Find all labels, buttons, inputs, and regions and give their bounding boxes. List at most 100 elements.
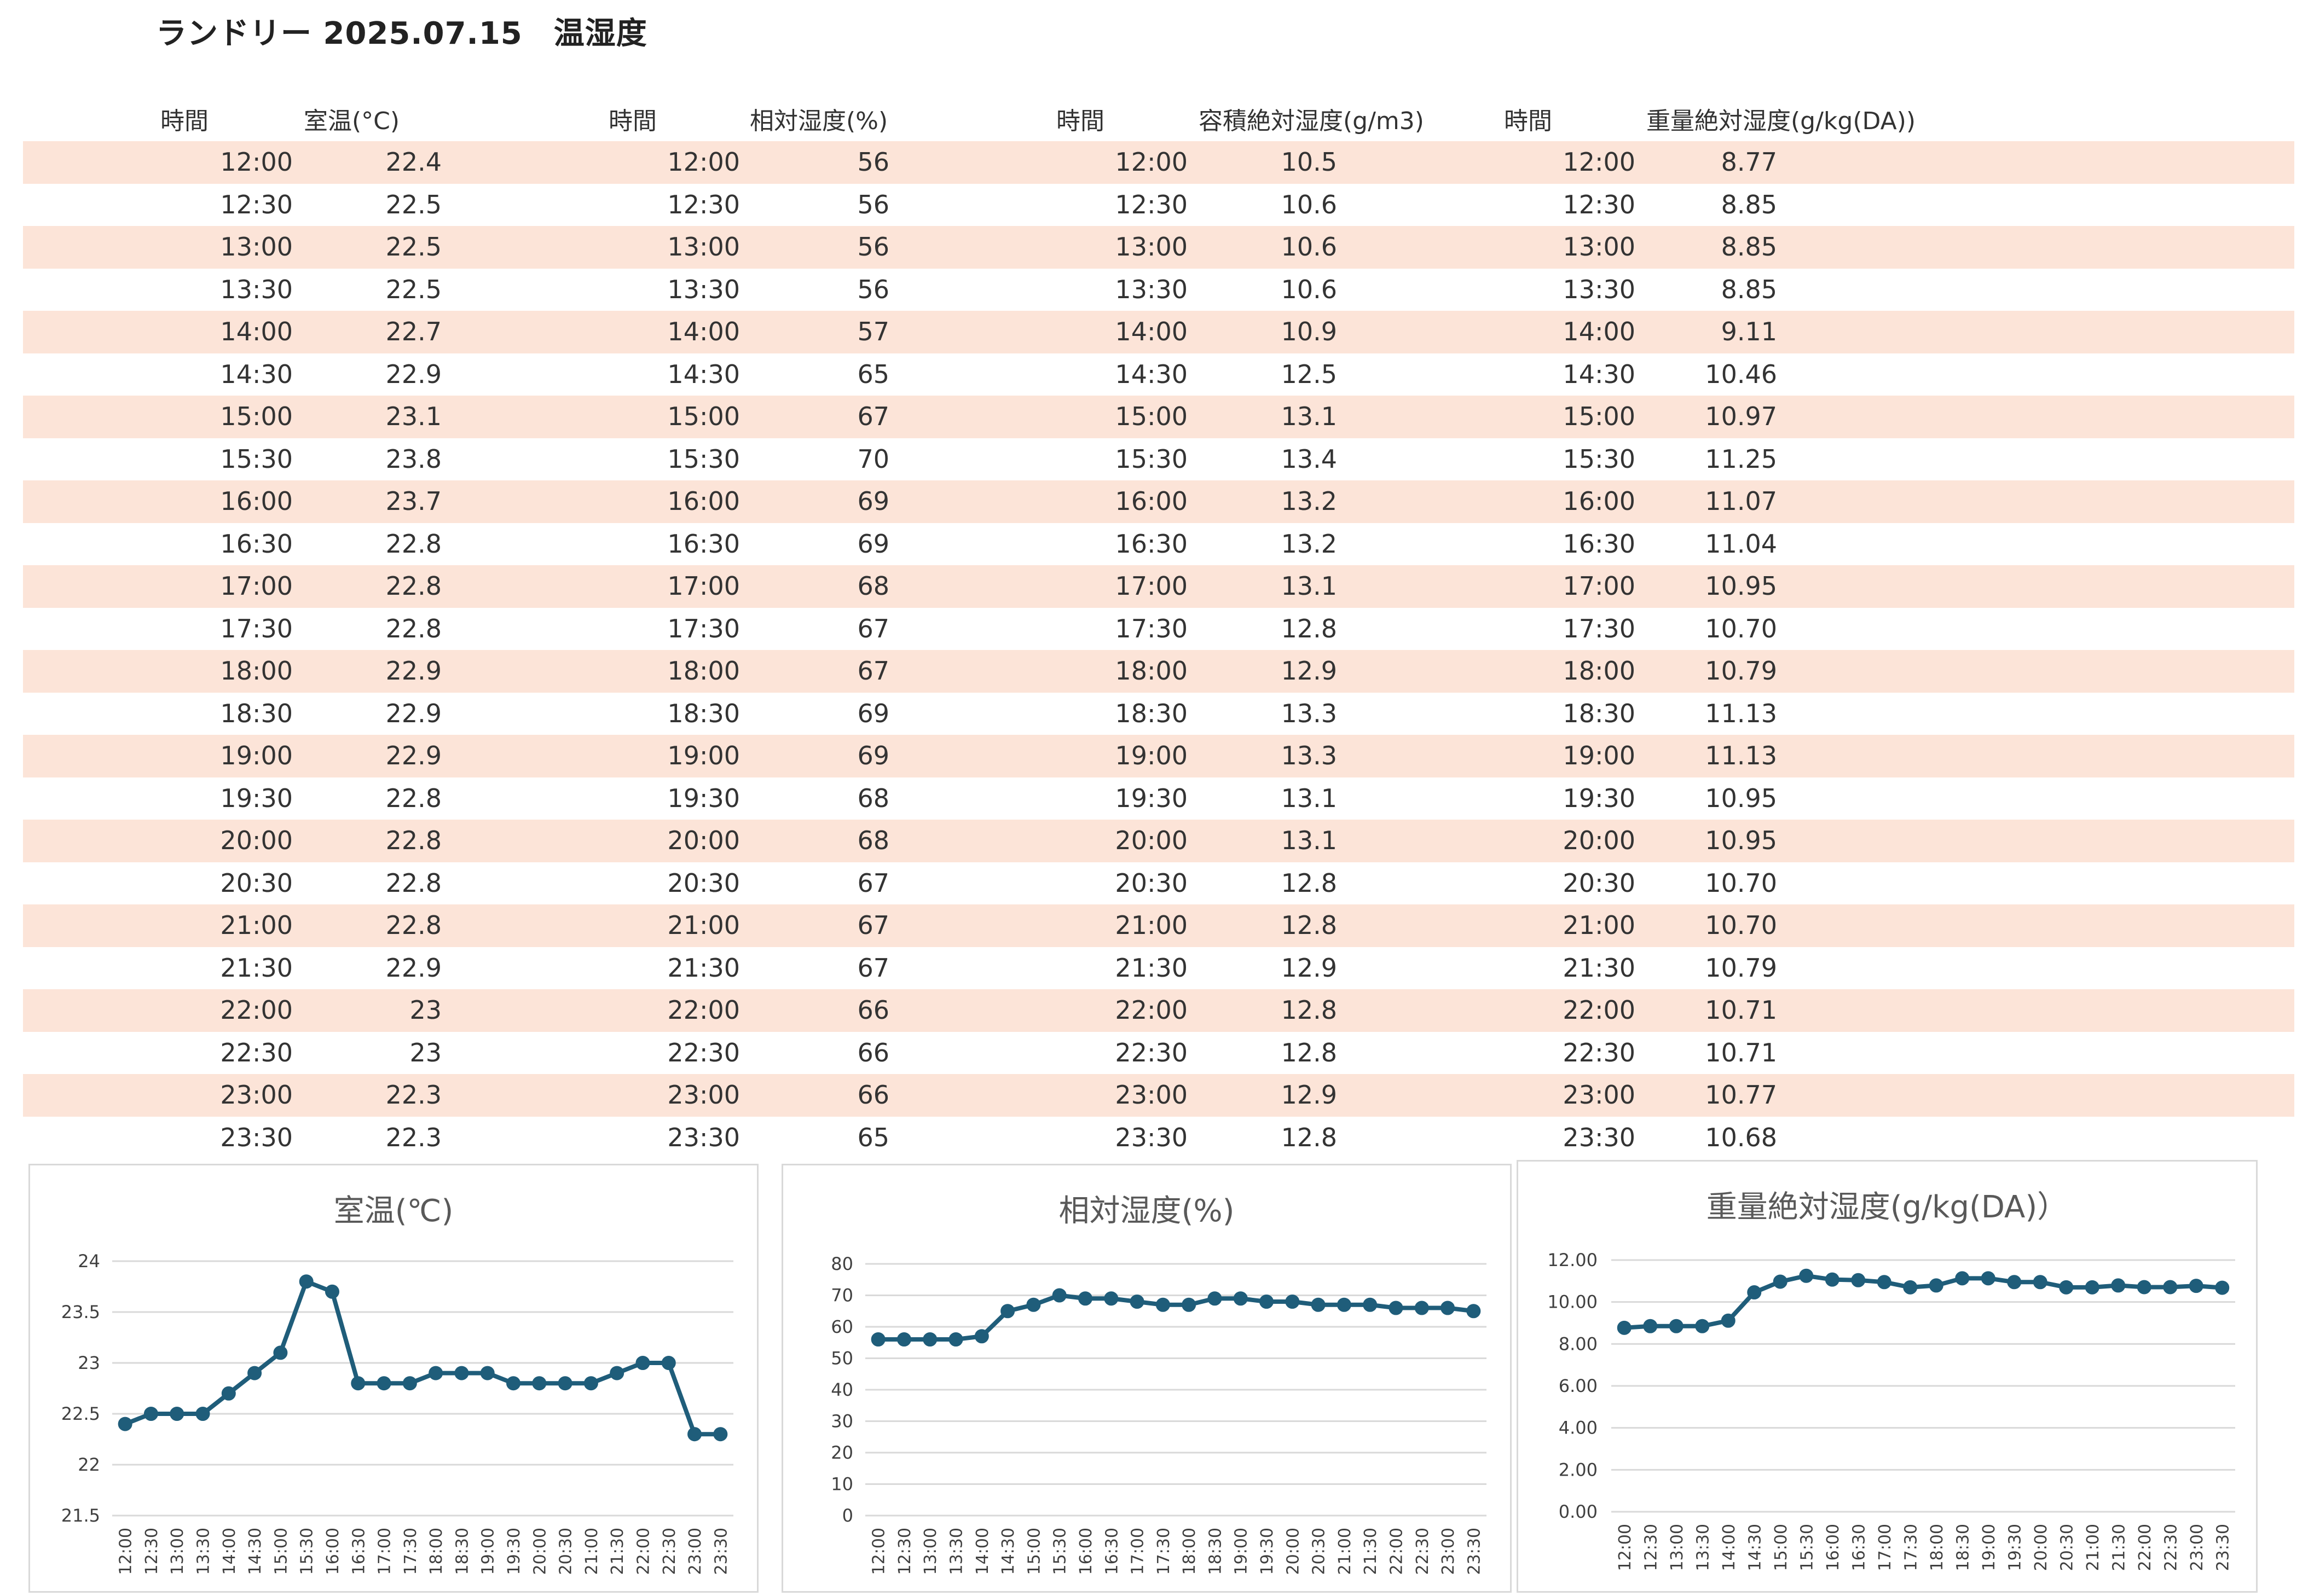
x-tick-label: 14:00 [220,1528,239,1575]
data-point [1851,1273,1866,1287]
table-row: 15:00 23.1 15:00 67 15:00 13.1 15:00 10.97 [23,396,2294,438]
cell-relative-humidity: 70 [857,444,889,474]
data-point [1825,1272,1839,1287]
cell-relative-humidity: 56 [857,274,889,304]
x-tick-label: 19:30 [505,1528,524,1575]
data-point [1441,1301,1455,1315]
x-tick-label: 21:00 [1335,1528,1355,1575]
data-point [1363,1297,1378,1312]
cell-volumetric-humidity: 12.5 [1281,359,1337,389]
cell-time: 14:00 [1115,317,1188,346]
cell-volumetric-humidity: 13.3 [1281,741,1337,770]
table-row: 20:30 22.8 20:30 67 20:30 12.8 20:30 10.70 [23,862,2294,905]
cell-volumetric-humidity: 13.2 [1281,529,1337,559]
cell-time: 12:30 [1563,189,1635,219]
cell-temperature: 22.7 [385,317,442,346]
data-point [351,1376,366,1391]
cell-temperature: 22.8 [385,868,442,898]
table-row: 19:00 22.9 19:00 69 19:00 13.3 19:00 11.13 [23,735,2294,777]
x-tick-label: 16:00 [1077,1528,1096,1575]
x-tick-label: 13:30 [1693,1524,1713,1571]
y-tick-label: 50 [831,1348,853,1369]
cell-relative-humidity: 66 [857,1080,889,1110]
cell-time: 20:30 [1563,868,1635,898]
cell-time: 21:00 [667,910,740,940]
y-tick-label: 10 [831,1474,853,1495]
data-point [1903,1280,1918,1295]
table-row: 22:00 23 22:00 66 22:00 12.8 22:00 10.71 [23,989,2294,1032]
cell-volumetric-humidity: 12.8 [1281,1122,1337,1152]
cell-temperature: 23.7 [385,486,442,516]
x-tick-label: 22:00 [634,1528,653,1575]
data-point [583,1376,598,1391]
y-tick-label: 20 [831,1442,853,1463]
data-point [1466,1304,1481,1319]
cell-time: 22:30 [220,1037,293,1067]
data-point [2215,1280,2230,1295]
cell-time: 13:30 [1563,274,1635,304]
cell-time: 17:30 [1115,613,1188,643]
cell-time: 20:00 [667,826,740,855]
data-point [871,1332,886,1347]
cell-time: 13:00 [1563,232,1635,262]
cell-temperature: 23.8 [385,444,442,474]
y-tick-label: 0 [842,1505,853,1526]
cell-time: 16:30 [220,529,293,559]
cell-temperature: 23 [409,995,442,1025]
cell-relative-humidity: 66 [857,995,889,1025]
x-tick-label: 20:00 [1283,1528,1303,1575]
x-tick-label: 19:00 [479,1528,498,1575]
data-point [923,1332,938,1347]
x-tick-label: 15:00 [1772,1524,1791,1571]
cell-time: 14:00 [1563,317,1635,346]
data-point [610,1366,624,1380]
table-row: 13:00 22.5 13:00 56 13:00 10.6 13:00 8.85 [23,226,2294,269]
cell-temperature: 22.9 [385,656,442,686]
cell-relative-humidity: 57 [857,317,889,346]
x-tick-label: 12:30 [1641,1524,1661,1571]
cell-time: 12:30 [667,189,740,219]
cell-time: 12:00 [1115,147,1188,177]
cell-relative-humidity: 69 [857,486,889,516]
chart-temperature: 21.5 22 22.5 23 23.5 24 12:00 12:30 13:00 13:30 14… [61,1251,733,1575]
data-point [1721,1313,1736,1328]
cell-temperature: 22.8 [385,783,442,813]
cell-time: 18:00 [1563,656,1635,686]
x-tick-label: 12:30 [895,1528,915,1575]
y-tick-label: 22.5 [61,1403,100,1424]
cell-mass-humidity: 10.70 [1705,613,1777,643]
chart-relative-humidity: 0 10 20 30 40 50 60 70 80 12:00 12:30 13:00 13:30 14:… [831,1253,1486,1575]
y-tick-label: 60 [831,1316,853,1337]
cell-time: 19:00 [220,741,293,770]
x-tick-label: 18:30 [1206,1528,1225,1575]
header-time-4: 時間 [1504,107,1552,135]
cell-time: 14:30 [1115,359,1188,389]
cell-time: 13:30 [220,274,293,304]
cell-volumetric-humidity: 10.6 [1281,274,1337,304]
data-point [1799,1268,1814,1283]
data-point [377,1376,391,1391]
cell-time: 20:30 [220,868,293,898]
cell-volumetric-humidity: 13.4 [1281,444,1337,474]
cell-temperature: 23 [409,1037,442,1067]
chart-panel-mass-humidity: 重量絶対湿度(g/kg(DA)） 0.00 2.00 4.00 6.00 8.00 10.… [1517,1160,2258,1593]
cell-time: 13:00 [220,232,293,262]
cell-volumetric-humidity: 13.1 [1281,826,1337,855]
data-point [1130,1295,1144,1309]
table-row: 17:00 22.8 17:00 68 17:00 13.1 17:00 10.95 [23,565,2294,608]
cell-mass-humidity: 10.79 [1705,953,1777,983]
data-point [1259,1295,1274,1309]
cell-mass-humidity: 8.85 [1721,232,1777,262]
cell-mass-humidity: 8.85 [1721,189,1777,219]
cell-mass-humidity: 10.79 [1705,656,1777,686]
cell-time: 16:00 [1563,486,1635,516]
x-tick-label: 13:30 [194,1528,213,1575]
cell-time: 19:30 [1563,783,1635,813]
cell-time: 20:30 [667,868,740,898]
cell-mass-humidity: 10.95 [1705,571,1777,601]
cell-time: 23:00 [220,1080,293,1110]
cell-time: 13:30 [1115,274,1188,304]
data-point [1414,1301,1429,1315]
cell-relative-humidity: 65 [857,359,889,389]
x-tick-label: 21:00 [2084,1524,2103,1571]
